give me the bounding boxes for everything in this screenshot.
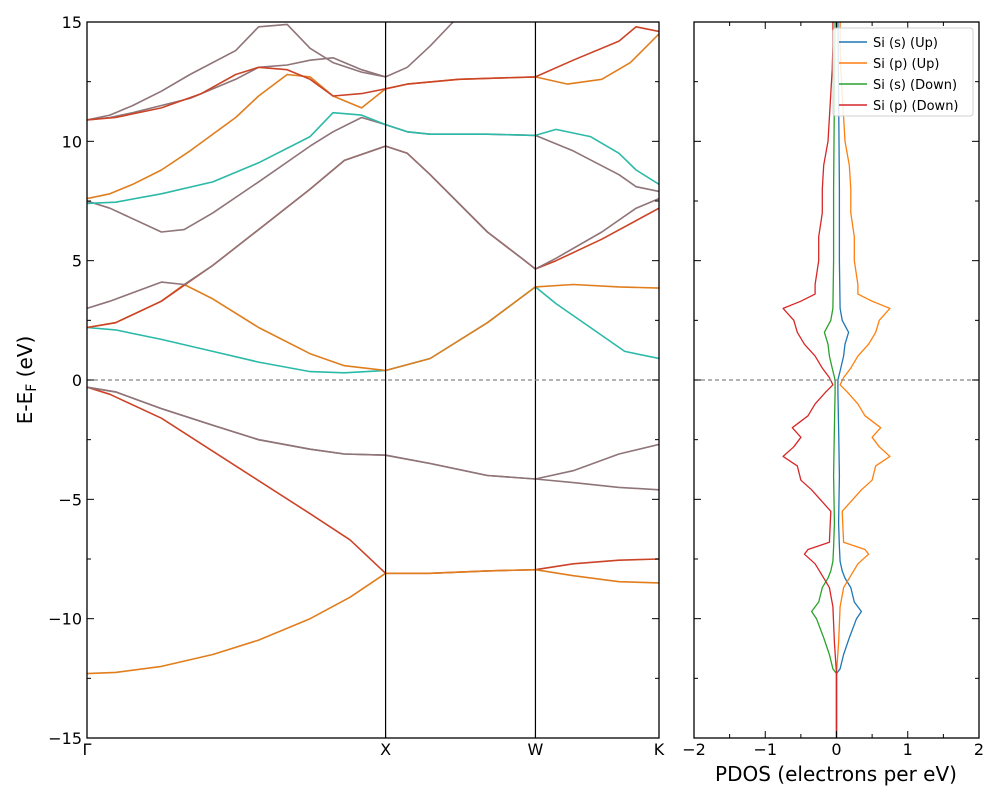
legend-box [832,27,974,117]
pdos-xtick-label: −1 [753,740,777,759]
band-ytick-label: 10 [62,132,82,151]
pdos-legend: Si (s) (Up) Si (p) (Up) Si (s) (Down) Si (p… [832,27,974,117]
band-12 [87,22,454,121]
pdos-series-1 [835,22,863,738]
legend-entry: Si (p) (Up) [873,57,939,72]
pdos-xtick-label: 1 [903,740,913,759]
pdos-panel: −2 −1 0 1 2 PDOS (electrons per eV) Si (s) (… [682,21,984,786]
band-y-axis-label: E-EF (eV) [13,336,40,425]
band-ytick-label: 5 [72,252,82,271]
band-8 [87,145,659,310]
pdos-lines [782,22,891,738]
pdos-y-ticks [694,21,979,739]
legend-entry: Si (s) (Down) [873,78,957,93]
pdos-series-4 [782,22,838,738]
band-ytick-label: −10 [48,610,82,629]
band-ytick-label: 15 [62,13,82,32]
band-14 [87,26,659,121]
legend-entry: Si (s) (Up) [873,36,938,51]
pdos-series-2 [835,22,891,738]
legend-entry: Si (p) (Down) [873,99,959,114]
band-13 [87,23,386,121]
band-2 [87,568,659,675]
band-structure-panel: −15 −10 −5 0 5 10 15 Γ X W K E-EF (eV) [13,13,665,759]
band-ytick-label: 0 [72,371,82,390]
band-ytick-label: −5 [58,490,82,509]
band-4 [87,386,659,491]
k-point-label: W [528,740,544,759]
pdos-xtick-label: 2 [974,740,984,759]
k-point-label: X [380,740,391,759]
k-point-label: K [654,740,665,759]
band-10 [87,111,659,205]
band-ytick-label: −15 [48,729,82,748]
band-9 [87,116,659,233]
pdos-x-ticks: −2 −1 0 1 2 [682,22,984,759]
band-y-ticks: −15 −10 −5 0 5 10 15 [48,13,659,748]
pdos-x-axis-label: PDOS (electrons per eV) [715,762,957,786]
pdos-series-3 [810,22,838,738]
k-point-label: Γ [83,740,92,759]
pdos-xtick-label: 0 [831,740,841,759]
pdos-xtick-label: −2 [682,740,706,759]
